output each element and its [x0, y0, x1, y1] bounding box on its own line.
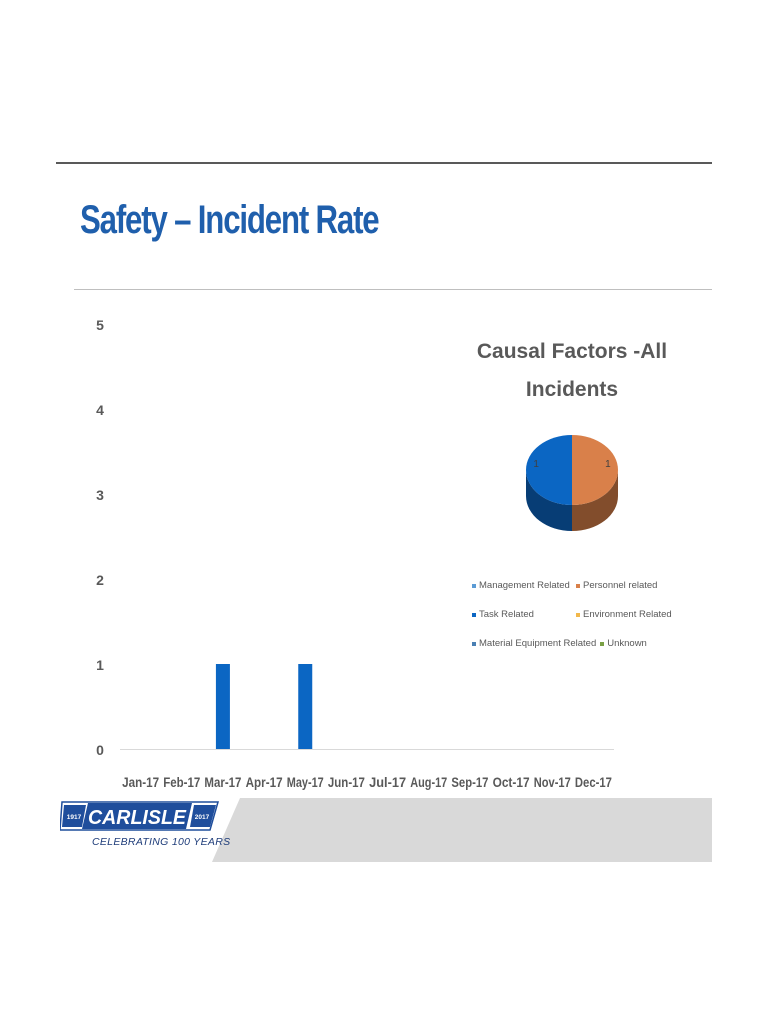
logo-wordmark: CARLISLE: [88, 807, 187, 829]
x-tick-label: Oct-17: [493, 774, 530, 790]
incident-rate-bar-chart: 0 1 2 3 4 5 Jan-17 Feb-17 Mar-17 Apr-17 May-17 Jun-…: [96, 317, 614, 790]
legend-swatch: [472, 612, 476, 617]
legend-label: Personnel related: [583, 580, 658, 591]
x-tick-label: Apr-17: [246, 774, 283, 790]
legend-swatch: [472, 583, 476, 588]
legend-swatch: [576, 612, 580, 617]
top-divider: [56, 162, 712, 164]
y-tick-label: 0: [96, 742, 104, 758]
pie-side-task-related: [526, 470, 572, 531]
pie-data-label: 1: [533, 459, 539, 470]
x-tick-label: Sep-17: [451, 774, 488, 790]
legend-label: Material Equipment Related: [479, 638, 597, 649]
legend-label: Unknown: [607, 638, 647, 649]
legend-swatch: [600, 641, 605, 646]
title-divider: [74, 289, 712, 290]
pie-title-line: Incidents: [526, 378, 618, 401]
legend-item-environment: Environment Related: [576, 609, 672, 620]
carlisle-logo: 1917 2017 CARLISLE: [60, 801, 219, 831]
y-tick-label: 5: [96, 317, 104, 333]
x-tick-label: Jul-17: [369, 774, 406, 790]
y-tick-label: 4: [96, 402, 104, 418]
x-tick-label: Nov-17: [534, 774, 571, 790]
pie-slice-task-related: [526, 435, 572, 505]
pie-legend: Management Related Personnel related Tas…: [472, 580, 672, 667]
pie-data-label: 1: [605, 459, 611, 470]
bar-may-17: [298, 664, 313, 749]
footer-tagline: CELEBRATING 100 YEARS: [92, 836, 231, 848]
legend-item-personnel: Personnel related: [576, 580, 657, 591]
footer-gray-panel: [212, 798, 712, 862]
pie-title-line: Causal Factors -All: [477, 340, 667, 363]
legend-item-material-equipment: Material Equipment Related: [472, 638, 596, 649]
causal-factors-pie-chart: Causal Factors -All Incidents 1 1: [477, 340, 667, 531]
pie-side-personnel-related: [572, 470, 618, 531]
pie-slice-personnel-related: [572, 435, 618, 505]
bar-mar-17: [215, 664, 230, 749]
y-tick-label: 3: [96, 487, 104, 503]
legend-swatch: [472, 641, 476, 646]
footer-band: 1917 2017 CARLISLE CELEBRATING 100 YEARS: [0, 798, 768, 862]
legend-label: Task Related: [479, 609, 534, 620]
slide-title: Safety – Incident Rate: [80, 198, 380, 242]
x-tick-label: Jan-17: [122, 774, 159, 790]
x-tick-label: Mar-17: [204, 774, 241, 790]
y-tick-label: 1: [96, 657, 104, 673]
legend-label: Management Related: [479, 580, 570, 591]
legend-item-task: Task Related: [472, 609, 576, 620]
logo-year-end: 2017: [195, 814, 210, 821]
legend-label: Environment Related: [583, 609, 672, 620]
legend-item-unknown: Unknown: [600, 638, 647, 649]
logo-year-start: 1917: [67, 814, 82, 821]
y-tick-label: 2: [96, 572, 104, 588]
x-tick-label: Jun-17: [328, 774, 365, 790]
x-tick-label: Aug-17: [410, 774, 447, 790]
legend-item-management: Management Related: [472, 580, 576, 591]
legend-swatch: [576, 583, 580, 588]
x-tick-label: Feb-17: [163, 774, 200, 790]
x-tick-label: May-17: [287, 774, 324, 790]
x-tick-label: Dec-17: [575, 774, 612, 790]
